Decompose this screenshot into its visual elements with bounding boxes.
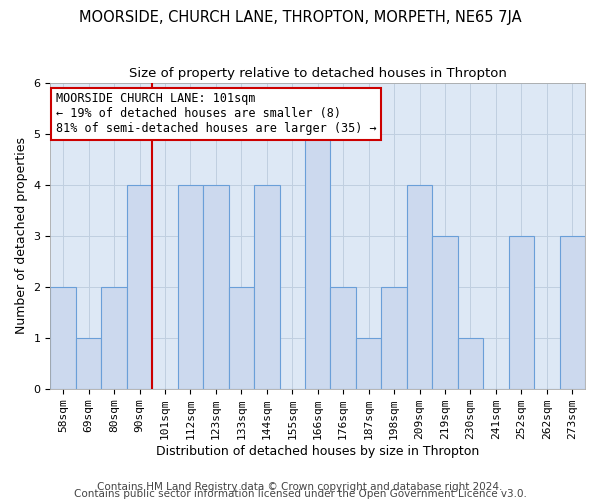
X-axis label: Distribution of detached houses by size in Thropton: Distribution of detached houses by size …: [156, 444, 479, 458]
Y-axis label: Number of detached properties: Number of detached properties: [15, 138, 28, 334]
Text: MOORSIDE CHURCH LANE: 101sqm
← 19% of detached houses are smaller (8)
81% of sem: MOORSIDE CHURCH LANE: 101sqm ← 19% of de…: [56, 92, 376, 135]
Text: Contains public sector information licensed under the Open Government Licence v3: Contains public sector information licen…: [74, 489, 526, 499]
Bar: [127, 185, 152, 388]
Bar: [432, 236, 458, 388]
Text: MOORSIDE, CHURCH LANE, THROPTON, MORPETH, NE65 7JA: MOORSIDE, CHURCH LANE, THROPTON, MORPETH…: [79, 10, 521, 25]
Bar: [305, 134, 331, 388]
Bar: [458, 338, 483, 388]
Bar: [76, 338, 101, 388]
Bar: [331, 287, 356, 388]
Bar: [382, 287, 407, 388]
Bar: [407, 185, 432, 388]
Bar: [509, 236, 534, 388]
Bar: [560, 236, 585, 388]
Bar: [178, 185, 203, 388]
Bar: [356, 338, 382, 388]
Bar: [50, 287, 76, 388]
Bar: [101, 287, 127, 388]
Text: Contains HM Land Registry data © Crown copyright and database right 2024.: Contains HM Land Registry data © Crown c…: [97, 482, 503, 492]
Bar: [229, 287, 254, 388]
Bar: [203, 185, 229, 388]
Title: Size of property relative to detached houses in Thropton: Size of property relative to detached ho…: [129, 68, 506, 80]
Bar: [254, 185, 280, 388]
